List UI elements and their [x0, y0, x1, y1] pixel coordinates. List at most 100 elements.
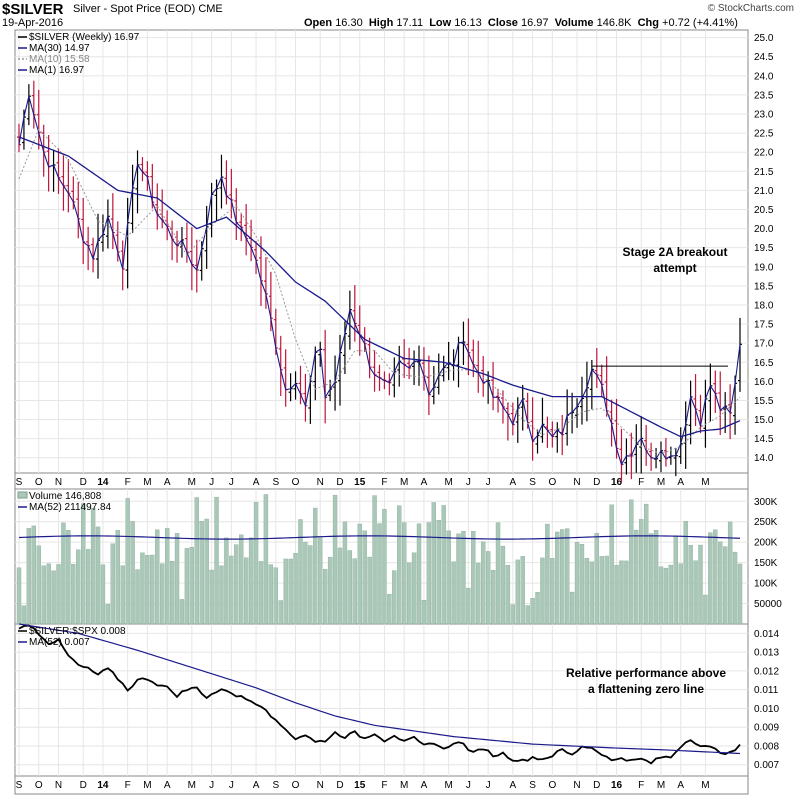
ohlc-bar: [175, 230, 180, 263]
volume-tick-label: 100K: [754, 579, 778, 590]
volume-bar: [574, 542, 580, 625]
volume-bar: [451, 561, 456, 625]
volume-bar: [624, 560, 629, 625]
volume-bar: [115, 530, 120, 625]
ohlc-bar: [708, 363, 713, 422]
month-tick-label: D: [336, 477, 343, 488]
volume-bar: [708, 532, 713, 625]
volume-bar: [510, 604, 516, 625]
volume-bar: [703, 594, 708, 625]
month-tick-label: A: [677, 780, 684, 791]
volume-bar: [283, 558, 288, 625]
volume-bar: [737, 563, 743, 625]
volume-bar: [500, 545, 506, 625]
month-tick-label: O: [35, 780, 43, 791]
price-tick-label: 14.0: [754, 453, 774, 464]
volume-bar: [713, 529, 718, 625]
volume-bar: [629, 499, 634, 625]
month-tick-label: M: [400, 780, 408, 791]
volume-bar: [16, 567, 22, 625]
volume-bar: [530, 598, 535, 625]
volume-bar: [189, 547, 195, 625]
ohlc-bar: [644, 425, 649, 466]
month-tick-label: J: [229, 780, 234, 791]
volume-bar: [599, 556, 604, 625]
low-label: Low: [429, 17, 452, 29]
ohlc-bar: [26, 84, 31, 126]
volume-bar: [268, 564, 274, 625]
volume-bar: [204, 518, 209, 625]
ratio-annotation: a flattening zero line: [588, 682, 704, 696]
close-label: Close: [487, 17, 518, 29]
volume-bar: [224, 537, 229, 625]
volume-bar: [110, 543, 116, 625]
volume-bar: [520, 556, 525, 625]
volume-bar: [372, 495, 377, 625]
ohlc-bar: [466, 318, 471, 376]
ohlc-bar: [283, 349, 288, 407]
volume-ma52-line: [18, 535, 741, 540]
ohlc-bar: [412, 350, 417, 386]
ohlc-bar: [594, 348, 599, 388]
ohlc-bar: [397, 345, 402, 387]
ratio-tick-label: 0.012: [754, 666, 779, 677]
volume-bar: [446, 530, 451, 625]
volume-bar: [327, 556, 333, 625]
month-tick-label: 15: [354, 477, 366, 488]
volume-bar: [120, 565, 125, 625]
month-tick-label: A: [164, 780, 171, 791]
month-tick-label: F: [381, 477, 387, 488]
volume-bar: [431, 502, 436, 625]
volume-bar: [105, 604, 111, 625]
volume-bar: [293, 553, 298, 625]
close-value: 16.97: [520, 17, 549, 29]
volume-bar: [619, 560, 624, 625]
month-tick-label: O: [292, 780, 300, 791]
month-tick-label: A: [421, 780, 428, 791]
ohlc-bar: [604, 356, 609, 417]
month-tick-label: S: [529, 477, 536, 488]
ohlc-bar: [421, 347, 426, 391]
volume-bar: [140, 552, 145, 625]
month-tick-label: D: [593, 780, 600, 791]
volume-bar: [357, 523, 362, 625]
volume-bar: [100, 564, 106, 625]
ohlc-bar: [135, 150, 140, 214]
volume-bar: [298, 519, 303, 625]
month-tick-label: F: [381, 780, 387, 791]
price-tick-label: 17.5: [754, 320, 774, 331]
volume-bar: [308, 545, 313, 625]
ohlc-bar: [352, 285, 357, 342]
ma30-line: [18, 136, 741, 438]
ohlc-bar: [619, 428, 624, 482]
month-tick-label: A: [677, 477, 684, 488]
volume-tick-label: 150K: [754, 558, 778, 569]
volume-bar: [718, 541, 723, 625]
ma10-line: [18, 128, 741, 455]
ohlc-bar: [658, 441, 663, 473]
month-tick-label: N: [55, 477, 62, 488]
volume-bar: [392, 570, 397, 625]
volume-bar: [634, 529, 639, 625]
ratio-tick-label: 0.007: [754, 760, 779, 771]
ohlc-bar: [392, 357, 397, 398]
month-tick-label: O: [548, 477, 556, 488]
volume-bar: [56, 564, 61, 625]
volume-bar: [234, 544, 239, 625]
price-tick-label: 16.5: [754, 358, 774, 369]
price-legend-entry: MA(10) 15.58: [29, 54, 90, 65]
month-tick-label: M: [400, 477, 408, 488]
ratio-panel-title: $SILVER:$SPX 0.008: [29, 626, 126, 637]
ohlc-bar: [589, 359, 594, 410]
volume-bar: [21, 605, 27, 625]
ohlc-bar: [36, 89, 41, 150]
volume-bar: [95, 526, 101, 625]
volume-bar: [476, 562, 481, 625]
ratio-annotation: Relative performance above: [566, 666, 726, 680]
ohlc-bar: [555, 422, 560, 453]
volume-bar: [169, 560, 175, 625]
ohlc-bar: [209, 182, 214, 238]
ohlc-bar: [51, 149, 56, 192]
ohlc-bar: [372, 350, 377, 392]
